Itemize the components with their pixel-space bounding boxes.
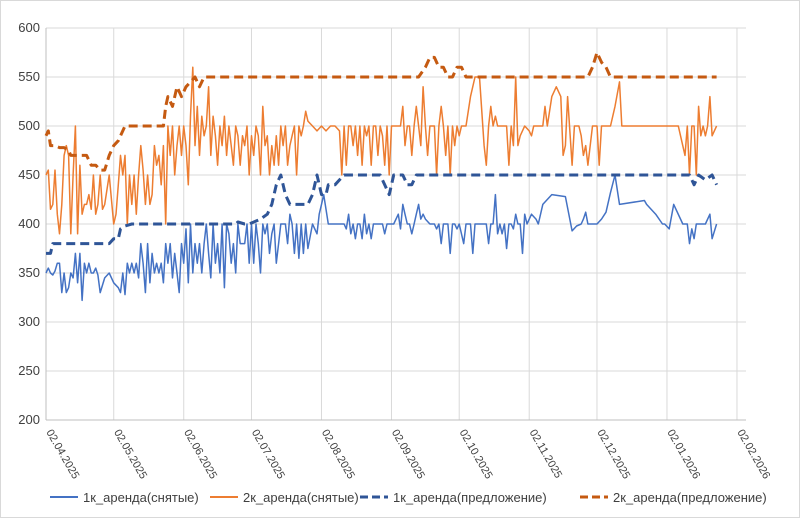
- legend-label-2: 2к_аренда(снятые): [243, 490, 359, 505]
- y-tick-label: 600: [18, 20, 40, 35]
- legend-label-4: 2к_аренда(предложение): [613, 490, 767, 505]
- x-tick-label: 02.01.2026: [664, 428, 702, 482]
- x-tick-label: 02.08.2025: [319, 428, 357, 482]
- y-tick-label: 350: [18, 265, 40, 280]
- x-tick-label: 02.10.2025: [457, 428, 495, 482]
- series-line-1: [45, 174, 718, 302]
- x-tick-label: 02.07.2025: [249, 428, 287, 482]
- series-line-2: [45, 66, 718, 235]
- y-tick-label: 550: [18, 69, 40, 84]
- y-tick-label: 400: [18, 216, 40, 231]
- x-tick-label: 02.04.2025: [43, 428, 81, 482]
- y-tick-label: 300: [18, 314, 40, 329]
- x-tick-label: 02.11.2025: [527, 428, 565, 481]
- x-tick-label: 02.05.2025: [111, 428, 149, 482]
- x-tick-label: 02.06.2025: [181, 428, 219, 482]
- series-line-4: [44, 51, 717, 172]
- y-tick-label: 200: [18, 412, 40, 427]
- legend-label-1: 1к_аренда(снятые): [83, 490, 199, 505]
- x-tick-label: 02.12.2025: [594, 428, 632, 482]
- y-tick-label: 450: [18, 167, 40, 182]
- legend-label-3: 1к_аренда(предложение): [393, 490, 547, 505]
- x-tick-label: 02.09.2025: [389, 428, 427, 482]
- x-tick-label: 02.02.2026: [734, 428, 772, 482]
- y-tick-label: 500: [18, 118, 40, 133]
- y-tick-label: 250: [18, 363, 40, 378]
- series-line-3: [46, 173, 718, 255]
